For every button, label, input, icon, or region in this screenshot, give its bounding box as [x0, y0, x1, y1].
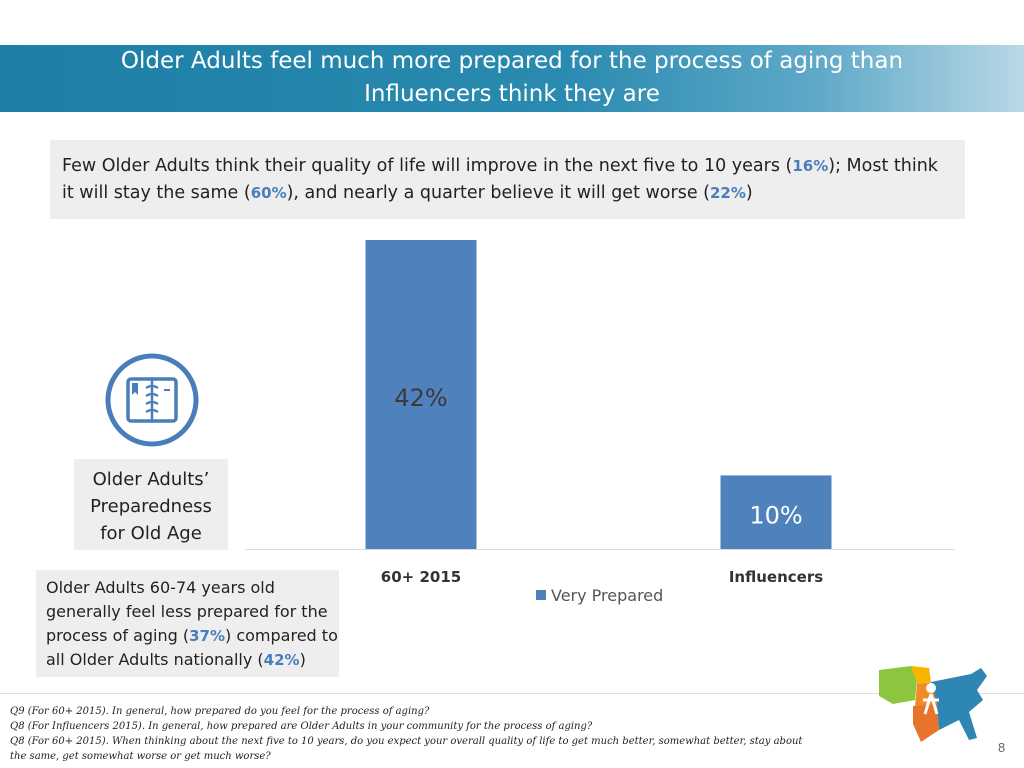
summary-text-1: Few Older Adults think their quality of …	[62, 156, 793, 176]
footnotes: Q9 (For 60+ 2015). In general, how prepa…	[10, 704, 840, 764]
preparedness-label-line-2: Preparedness	[90, 496, 212, 517]
note-text-2: ) compared to all Older Adults nationall…	[46, 626, 338, 669]
bar-2	[720, 475, 832, 549]
legend-swatch	[536, 590, 546, 600]
age-group-note: Older Adults 60-74 years old generally f…	[36, 570, 339, 677]
note-highlight-60-74: 37%	[189, 627, 226, 645]
footnote-q8-older-adults-cont: the same, get somewhat worse or get much…	[10, 751, 271, 762]
x-tick-label-1: 60+ 2015	[381, 568, 461, 586]
legend-label: Very Prepared	[551, 586, 663, 605]
planner-book-icon	[104, 352, 200, 453]
title-banner: Older Adults feel much more prepared for…	[0, 45, 1024, 112]
data-label-1: 42%	[394, 384, 447, 412]
us-map-logo-icon	[873, 660, 993, 760]
page-number: 8	[998, 740, 1006, 755]
footnote-q9: Q9 (For 60+ 2015). In general, how prepa…	[10, 706, 430, 717]
summary-highlight-worse: 22%	[710, 184, 746, 202]
footnote-q8-older-adults: Q8 (For 60+ 2015). When thinking about t…	[10, 736, 803, 747]
summary-text-2: ); Most think it will stay the same (	[62, 156, 938, 203]
data-label-2: 10%	[749, 501, 802, 529]
bar-1	[365, 240, 477, 549]
summary-highlight-improve: 16%	[792, 157, 829, 175]
note-highlight-national: 42%	[263, 651, 300, 669]
page-title-line-2: Influencers think they are	[364, 81, 660, 107]
summary-box: Few Older Adults think their quality of …	[50, 140, 965, 219]
preparedness-label: Older Adults’ Preparedness for Old Age	[74, 459, 228, 550]
footnote-q8-influencers: Q8 (For Influencers 2015). In general, h…	[10, 721, 593, 732]
footer-divider	[0, 693, 1024, 694]
note-text-1: Older Adults 60-74 years old generally f…	[46, 578, 328, 645]
summary-text-3: ), and nearly a quarter believe it will …	[286, 183, 710, 203]
preparedness-label-line-1: Older Adults’	[92, 469, 210, 490]
note-text-3: )	[299, 650, 306, 669]
x-tick-label-2: Influencers	[729, 568, 823, 586]
page-title-line-1: Older Adults feel much more prepared for…	[120, 48, 904, 74]
summary-text-4: )	[745, 183, 753, 203]
summary-highlight-same: 60%	[250, 184, 287, 202]
preparedness-label-line-3: for Old Age	[100, 523, 202, 544]
